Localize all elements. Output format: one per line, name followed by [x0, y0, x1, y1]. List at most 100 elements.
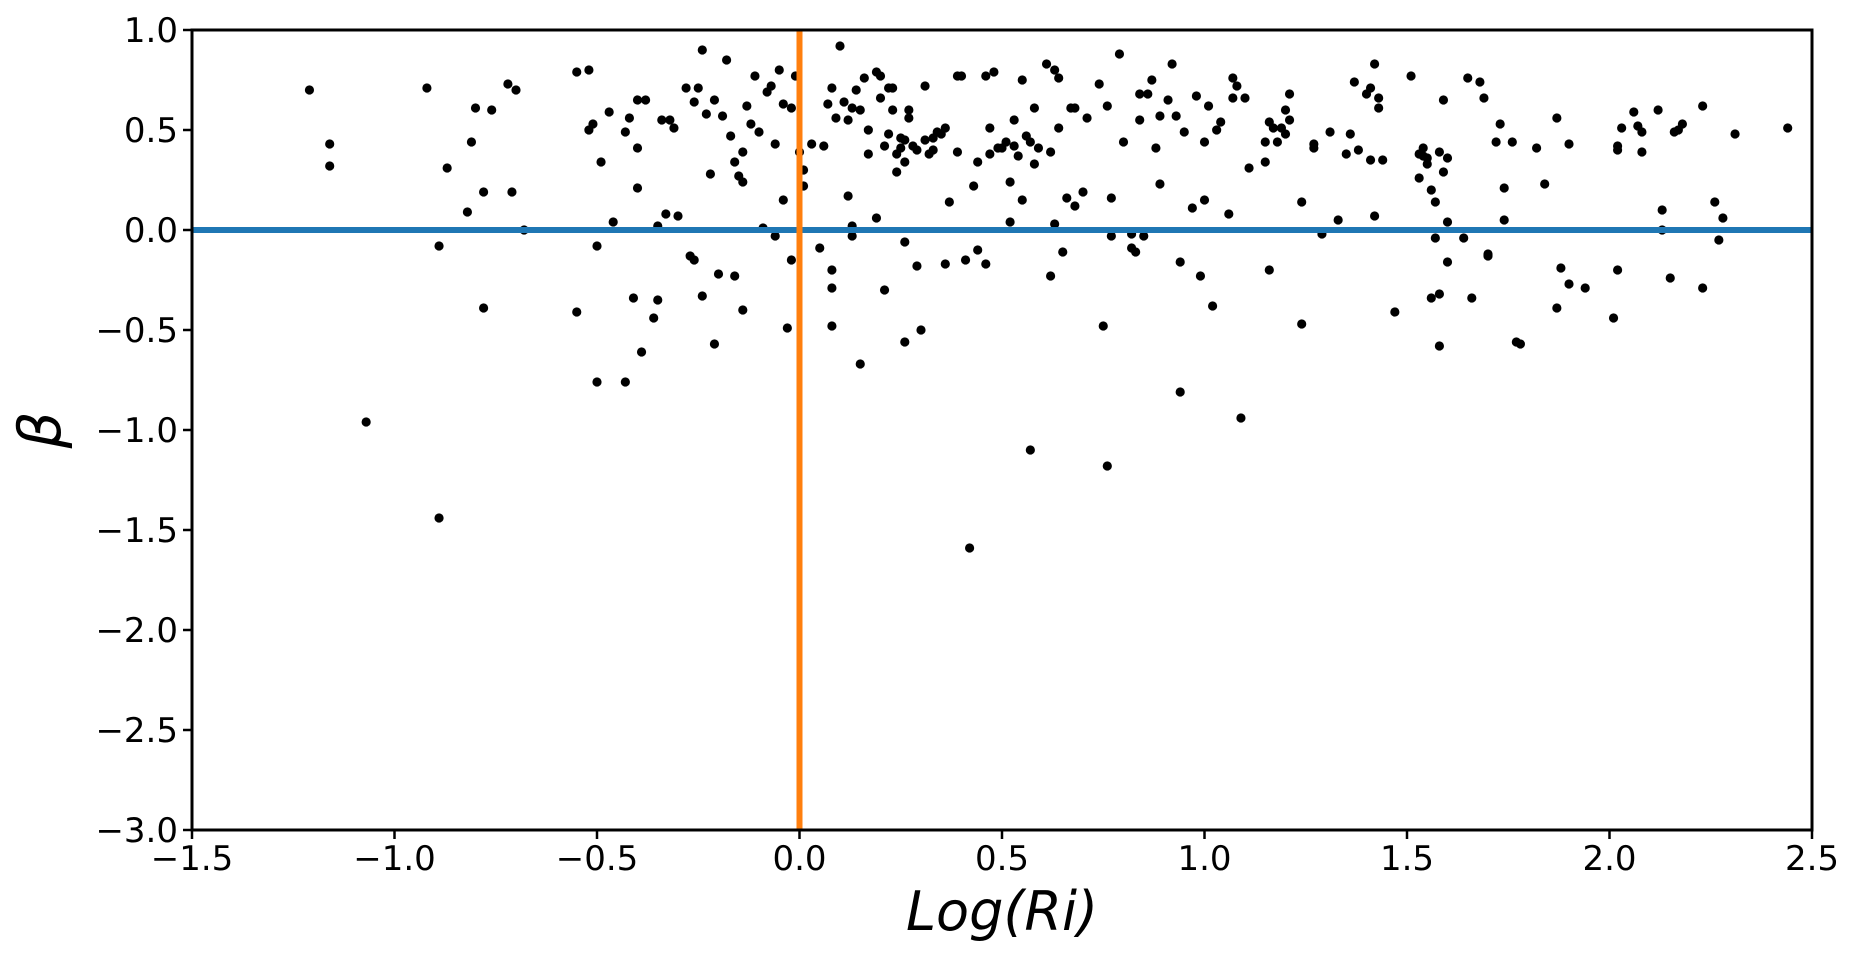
- data-point: [1163, 95, 1173, 105]
- data-point: [1033, 143, 1044, 153]
- data-point: [912, 261, 922, 271]
- data-point: [750, 71, 760, 81]
- data-point: [774, 65, 784, 75]
- data-point: [1151, 143, 1161, 153]
- data-point: [1483, 251, 1493, 261]
- data-point: [632, 95, 643, 105]
- data-point: [1617, 123, 1627, 133]
- data-point: [1580, 283, 1590, 293]
- data-point: [827, 265, 837, 275]
- x-tick-label: 1.5: [1380, 839, 1434, 879]
- data-point: [1054, 73, 1064, 83]
- data-point: [1515, 339, 1525, 349]
- reference-lines: [192, 30, 1812, 830]
- data-point: [1564, 139, 1574, 149]
- data-point: [1041, 59, 1052, 69]
- data-point: [1532, 143, 1542, 153]
- data-point: [855, 359, 865, 369]
- data-point: [1058, 247, 1068, 257]
- data-point: [1054, 123, 1064, 133]
- data-point: [843, 191, 853, 201]
- data-point: [1017, 75, 1027, 85]
- data-point: [1050, 219, 1060, 229]
- data-point: [1199, 195, 1210, 205]
- data-point: [770, 231, 780, 241]
- data-point: [709, 95, 720, 105]
- data-point: [912, 145, 922, 155]
- data-point: [1106, 193, 1116, 203]
- data-point: [888, 83, 898, 93]
- data-point: [835, 41, 845, 51]
- data-point: [1341, 149, 1351, 159]
- y-axis-title: β: [6, 411, 74, 449]
- data-point: [1013, 151, 1023, 161]
- data-point: [1212, 125, 1222, 135]
- data-point: [1434, 289, 1444, 299]
- y-tick-label: −3.0: [95, 811, 178, 851]
- data-point: [673, 211, 683, 221]
- data-point: [1062, 193, 1072, 203]
- data-point: [1309, 143, 1319, 153]
- data-point: [1260, 137, 1270, 147]
- data-point: [624, 113, 635, 123]
- data-point: [1139, 231, 1149, 241]
- data-point: [1106, 231, 1116, 241]
- data-point: [1556, 263, 1566, 273]
- data-point: [1260, 157, 1270, 167]
- data-point: [1426, 185, 1436, 195]
- data-point: [778, 195, 788, 205]
- data-point: [1280, 105, 1291, 115]
- data-point: [470, 103, 481, 113]
- data-point: [754, 127, 764, 137]
- data-point: [839, 97, 849, 107]
- data-point: [738, 177, 748, 187]
- x-tick-label: 2.5: [1785, 839, 1839, 879]
- data-point: [900, 157, 910, 167]
- y-tick-label: −1.5: [95, 511, 178, 551]
- data-point: [786, 255, 797, 265]
- data-point: [1147, 75, 1157, 85]
- data-point: [649, 313, 659, 323]
- data-point: [1475, 77, 1485, 87]
- data-point: [1029, 103, 1039, 113]
- data-point: [815, 243, 825, 253]
- x-tick-label: −1.5: [151, 839, 234, 879]
- data-point: [1118, 137, 1129, 147]
- data-point: [588, 119, 598, 129]
- data-point: [361, 417, 371, 427]
- data-point: [1050, 65, 1060, 75]
- data-point: [981, 71, 991, 81]
- data-point: [738, 305, 748, 315]
- data-point: [584, 65, 594, 75]
- data-point: [1390, 307, 1400, 317]
- data-point: [726, 131, 736, 141]
- data-point: [1365, 155, 1376, 165]
- data-point: [1070, 201, 1080, 211]
- data-point: [1653, 105, 1663, 115]
- data-point: [1224, 209, 1234, 219]
- data-point: [697, 45, 707, 55]
- data-point: [1677, 119, 1687, 129]
- data-point: [1167, 59, 1177, 69]
- data-point: [628, 293, 639, 303]
- data-point: [434, 241, 444, 251]
- data-point: [985, 149, 995, 159]
- data-point: [713, 269, 724, 279]
- data-point: [859, 73, 869, 83]
- data-point: [608, 217, 618, 227]
- data-point: [632, 143, 643, 153]
- data-point: [1333, 215, 1343, 225]
- data-point: [738, 147, 748, 157]
- data-point: [863, 125, 873, 135]
- data-point: [1143, 89, 1153, 99]
- data-point: [1507, 137, 1517, 147]
- data-point: [689, 255, 699, 265]
- data-point: [1082, 113, 1092, 123]
- data-point: [900, 237, 910, 247]
- data-point: [1078, 187, 1088, 197]
- data-point: [1349, 77, 1359, 87]
- data-points: [304, 41, 1793, 553]
- data-point: [1374, 93, 1384, 103]
- data-point: [1114, 49, 1125, 59]
- data-point: [1175, 387, 1185, 397]
